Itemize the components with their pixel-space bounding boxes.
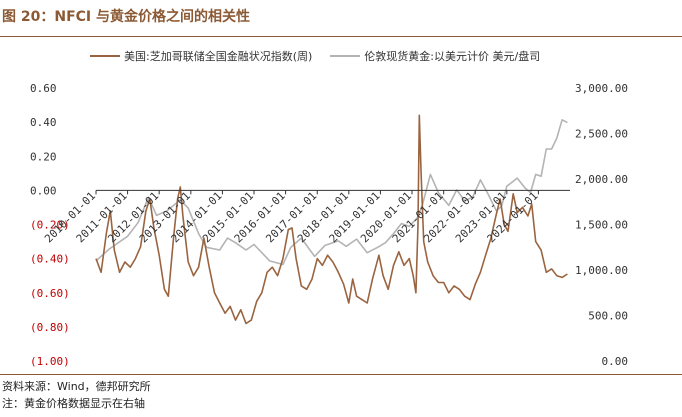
y-left-tick-label: (0.40) <box>30 253 70 266</box>
y-right-tick-label: 2,000.00 <box>575 173 628 186</box>
nfci-series-line <box>95 114 568 325</box>
legend-item-gold: 伦敦现货黄金:以美元计价 美元/盘司 <box>330 48 540 64</box>
notes-rule <box>0 374 682 375</box>
legend-swatch-nfci <box>90 55 120 57</box>
y-left-tick-label: 0.20 <box>30 150 57 163</box>
y-right-tick-label: 1,000.00 <box>575 264 628 277</box>
y-right-tick-label: 1,500.00 <box>575 219 628 232</box>
y-left-tick-label: 0.40 <box>30 116 57 129</box>
y-left-tick-label: (0.80) <box>30 321 70 334</box>
y-left-tick-label: 0.60 <box>30 82 57 95</box>
legend-swatch-gold <box>330 55 361 57</box>
chart-legend: 美国:芝加哥联储全国金融状况指数(周) 伦敦现货黄金:以美元计价 美元/盘司 <box>90 48 558 64</box>
y-left-tick-label: (1.00) <box>30 355 70 368</box>
source-note: 资料来源：Wind，德邦研究所 <box>2 380 151 393</box>
y-right-tick-label: 500.00 <box>588 310 628 323</box>
y-left-tick-label: (0.60) <box>30 287 70 300</box>
y-left-tick-label: 0.00 <box>30 184 57 197</box>
axis-note: 注：黄金价格数据显示在右轴 <box>2 397 145 410</box>
y-right-tick-label: 3,000.00 <box>575 82 628 95</box>
y-right-tick-label: 2,500.00 <box>575 128 628 141</box>
y-right-tick-label: 0.00 <box>602 355 629 368</box>
chart-title: 图 20：NFCI 与黄金价格之间的相关性 <box>2 9 250 25</box>
legend-label-gold: 伦敦现货黄金:以美元计价 美元/盘司 <box>364 50 541 63</box>
y-left-tick-label: (0.20) <box>30 219 70 232</box>
title-rule <box>0 36 682 37</box>
gold-series-line <box>95 119 568 266</box>
legend-label-nfci: 美国:芝加哥联储全国金融状况指数(周) <box>124 50 313 63</box>
chart-notes: 资料来源：Wind，德邦研究所 注：黄金价格数据显示在右轴 <box>2 378 151 412</box>
legend-item-nfci: 美国:芝加哥联储全国金融状况指数(周) <box>90 48 312 64</box>
